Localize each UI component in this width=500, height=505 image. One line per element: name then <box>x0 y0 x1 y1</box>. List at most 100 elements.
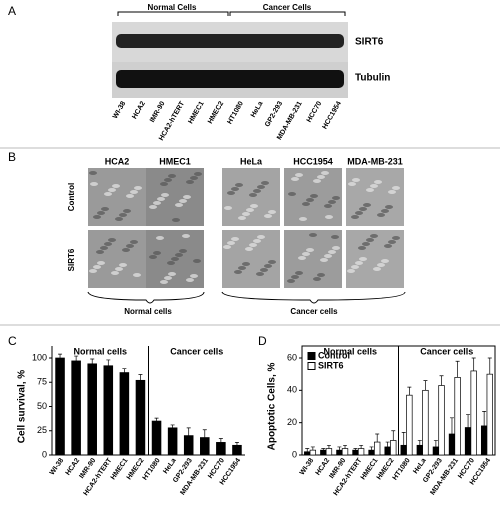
x-tick-label: WI-38 <box>299 457 316 476</box>
cell <box>227 241 235 245</box>
cell <box>351 265 359 269</box>
cell <box>126 244 134 248</box>
band-label: SIRT6 <box>355 37 384 48</box>
error-bar <box>369 446 374 451</box>
bar <box>384 446 391 456</box>
cell <box>101 207 109 211</box>
column-label: HCC1954 <box>293 156 333 166</box>
cell <box>112 184 120 188</box>
error-bar <box>202 429 207 438</box>
band-label: Tubulin <box>355 73 390 84</box>
y-tick-label: 50 <box>37 401 47 411</box>
error-bar <box>337 446 342 451</box>
cell <box>257 185 265 189</box>
group-label: Normal cells <box>323 346 377 356</box>
bar <box>357 448 365 456</box>
error-bar <box>391 430 396 441</box>
column-label: MDA-MB-231 <box>347 156 403 166</box>
cell <box>182 234 190 238</box>
error-bar <box>186 427 191 436</box>
error-bar <box>122 368 127 373</box>
row-label: Control <box>67 183 76 211</box>
error-bar <box>154 417 159 422</box>
cell <box>309 233 317 237</box>
cell <box>358 246 366 250</box>
cell <box>385 205 393 209</box>
cell <box>133 273 141 277</box>
cell <box>186 180 194 184</box>
y-axis-label: Cell survival, % <box>17 370 28 443</box>
cell <box>90 182 98 186</box>
cell <box>134 186 142 190</box>
bar <box>416 444 423 456</box>
error-bar <box>423 380 428 391</box>
group-bracket <box>117 11 346 16</box>
group-label: Cancer cells <box>420 346 473 356</box>
cell <box>104 192 112 196</box>
bar <box>374 441 381 456</box>
error-bar <box>106 359 111 366</box>
group-label: Cancer cells <box>290 307 338 316</box>
y-tick-label: 100 <box>32 352 47 362</box>
bar <box>438 385 445 456</box>
group-label: Cancer cells <box>170 346 223 356</box>
column-label: HMEC1 <box>159 156 191 166</box>
cell <box>183 195 191 199</box>
cell <box>175 203 183 207</box>
cell <box>374 180 382 184</box>
bar <box>400 444 407 456</box>
cell <box>352 178 360 182</box>
cell <box>332 196 340 200</box>
cell <box>359 207 367 211</box>
cell <box>115 217 123 221</box>
bar <box>432 446 440 456</box>
cell <box>253 239 261 243</box>
bar <box>454 377 461 456</box>
error-bar <box>74 355 79 361</box>
x-tick-label: HeLa <box>162 457 178 475</box>
cell <box>97 261 105 265</box>
cell <box>168 272 176 276</box>
cell <box>193 259 201 263</box>
cell <box>363 203 371 207</box>
cell <box>172 218 180 222</box>
error-bar <box>326 444 331 449</box>
bar <box>304 451 311 456</box>
cell <box>104 242 112 246</box>
y-tick-label: 40 <box>287 385 297 395</box>
cell <box>249 243 257 247</box>
band-sirt6 <box>116 34 344 48</box>
bar <box>183 435 194 456</box>
cell <box>223 245 231 249</box>
cell <box>332 246 340 250</box>
cell <box>157 197 165 201</box>
cell <box>179 249 187 253</box>
row-label: SIRT6 <box>67 248 76 271</box>
bar <box>216 442 226 456</box>
group-bracket <box>221 291 406 304</box>
cell <box>250 204 258 208</box>
bar <box>320 449 327 456</box>
cell <box>171 257 179 261</box>
cell <box>268 210 276 214</box>
lane-label: IMR-90 <box>149 100 167 123</box>
micrograph <box>88 230 146 288</box>
bar <box>200 437 210 456</box>
cell <box>242 262 250 266</box>
cell <box>288 192 296 196</box>
cell <box>366 188 374 192</box>
bar <box>470 370 477 456</box>
micrograph <box>222 230 280 288</box>
cell <box>160 182 168 186</box>
lane-label: WI-38 <box>112 100 127 120</box>
error-bar <box>234 442 239 446</box>
cell <box>96 250 104 254</box>
panel-label: B <box>8 150 16 164</box>
bar <box>486 373 493 456</box>
error-bar <box>401 432 406 446</box>
cell <box>179 199 187 203</box>
error-bar <box>407 386 412 396</box>
cell <box>119 213 127 217</box>
x-tick-label: HeLa <box>412 457 428 475</box>
y-tick-label: 25 <box>37 425 47 435</box>
